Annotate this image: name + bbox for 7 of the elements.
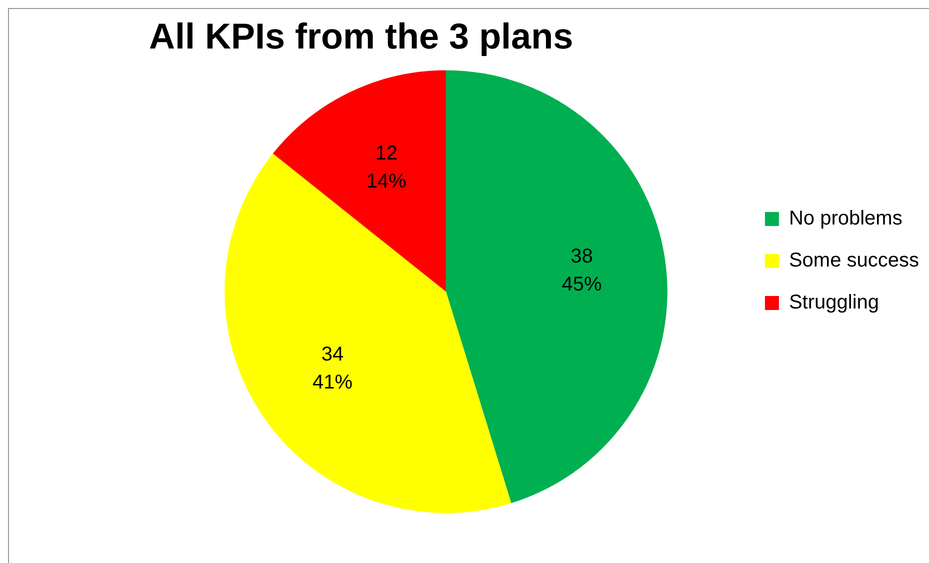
data-label: 12 14% [366,142,407,192]
chart-title: All KPIs from the 3 plans [149,16,574,57]
data-label: 34 41% [312,343,353,394]
legend-label: Some success [788,250,920,272]
legend-label: No problems [788,208,902,230]
legend-label: Struggling [788,292,880,314]
data-label: 38 45% [562,246,602,296]
